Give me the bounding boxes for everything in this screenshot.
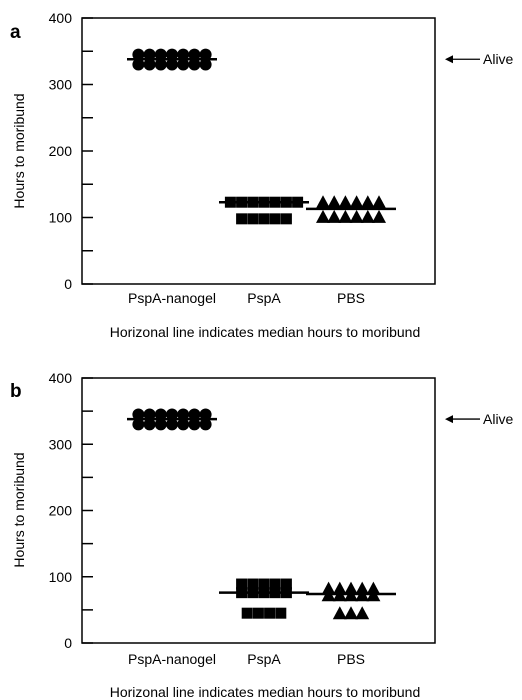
data-point-square (269, 213, 281, 225)
y-tick-label: 200 (49, 143, 73, 159)
y-tick-label: 300 (49, 77, 73, 93)
data-point-triangle (321, 581, 336, 595)
data-point-square (264, 607, 276, 619)
data-point-square (247, 578, 259, 590)
data-point-triangle (360, 209, 375, 223)
data-point-circle (188, 58, 201, 71)
data-point-triangle (355, 606, 370, 620)
data-point-circle (177, 408, 190, 421)
x-axis-caption: Horizonal line indicates median hours to… (110, 324, 421, 340)
data-point-triangle (372, 195, 386, 209)
data-point-triangle (372, 209, 386, 223)
data-point-circle (143, 418, 156, 431)
x-category-label: PspA (247, 290, 281, 306)
data-point-circle (154, 48, 167, 61)
data-point-circle (177, 418, 190, 431)
y-tick-label: 300 (49, 436, 73, 452)
data-point-circle (188, 408, 201, 421)
data-point-circle (199, 48, 212, 61)
panel-label: b (10, 381, 22, 402)
data-point-circle (143, 48, 156, 61)
data-point-square (236, 213, 248, 225)
data-point-triangle (344, 606, 358, 620)
data-point-circle (132, 418, 145, 431)
data-point-circle (199, 58, 212, 71)
data-point-square (280, 213, 292, 225)
x-category-label: PspA (247, 651, 281, 667)
data-point-triangle (316, 209, 330, 223)
annotation-label: Alive (483, 411, 514, 427)
data-point-circle (154, 408, 167, 421)
data-point-circle (177, 58, 190, 71)
data-point-square (275, 607, 287, 619)
x-category-label: PBS (337, 651, 365, 667)
annotation-label: Alive (483, 51, 514, 67)
x-category-label: PspA-nanogel (128, 290, 216, 306)
data-point-circle (177, 48, 190, 61)
data-point-triangle (327, 209, 342, 223)
data-point-square (252, 607, 264, 619)
data-point-circle (132, 58, 145, 71)
data-point-square (247, 213, 259, 225)
data-point-circle (154, 418, 167, 431)
data-point-triangle (338, 209, 353, 223)
data-point-circle (199, 408, 212, 421)
data-point-circle (143, 58, 156, 71)
data-point-triangle (360, 195, 375, 209)
data-point-triangle (327, 195, 342, 209)
data-point-square (236, 578, 248, 590)
data-point-circle (166, 418, 178, 431)
data-point-triangle (332, 581, 347, 595)
data-point-triangle (349, 195, 364, 209)
data-point-triangle (332, 606, 347, 620)
data-point-circle (132, 408, 145, 421)
data-point-circle (166, 408, 178, 421)
y-tick-label: 200 (49, 503, 73, 519)
data-point-square (269, 578, 281, 590)
data-point-circle (154, 58, 167, 71)
data-point-circle (132, 48, 145, 61)
y-tick-label: 0 (64, 276, 72, 292)
data-point-triangle (355, 581, 370, 595)
data-point-circle (188, 418, 201, 431)
y-tick-label: 400 (49, 10, 73, 26)
arrowhead-icon (445, 55, 453, 64)
data-point-triangle (338, 195, 353, 209)
data-point-square (280, 578, 292, 590)
y-tick-label: 100 (49, 210, 73, 226)
data-point-triangle (344, 581, 358, 595)
data-point-circle (188, 48, 201, 61)
data-point-circle (143, 408, 156, 421)
arrowhead-icon (445, 415, 453, 424)
data-point-triangle (316, 195, 330, 209)
y-tick-label: 0 (64, 635, 72, 651)
data-point-circle (166, 48, 178, 61)
y-axis-label: Hours to moribund (11, 452, 27, 567)
x-category-label: PspA-nanogel (128, 651, 216, 667)
data-point-square (258, 213, 270, 225)
x-axis-caption: Horizonal line indicates median hours to… (110, 684, 421, 700)
x-category-label: PBS (337, 290, 365, 306)
y-tick-label: 100 (49, 569, 73, 585)
data-point-circle (199, 418, 212, 431)
panel-label: a (10, 22, 21, 43)
y-axis-label: Hours to moribund (11, 93, 27, 208)
y-tick-label: 400 (49, 370, 73, 386)
data-point-square (241, 607, 253, 619)
data-point-square (258, 578, 270, 590)
data-point-triangle (366, 581, 381, 595)
data-point-triangle (349, 209, 364, 223)
data-point-circle (166, 58, 178, 71)
